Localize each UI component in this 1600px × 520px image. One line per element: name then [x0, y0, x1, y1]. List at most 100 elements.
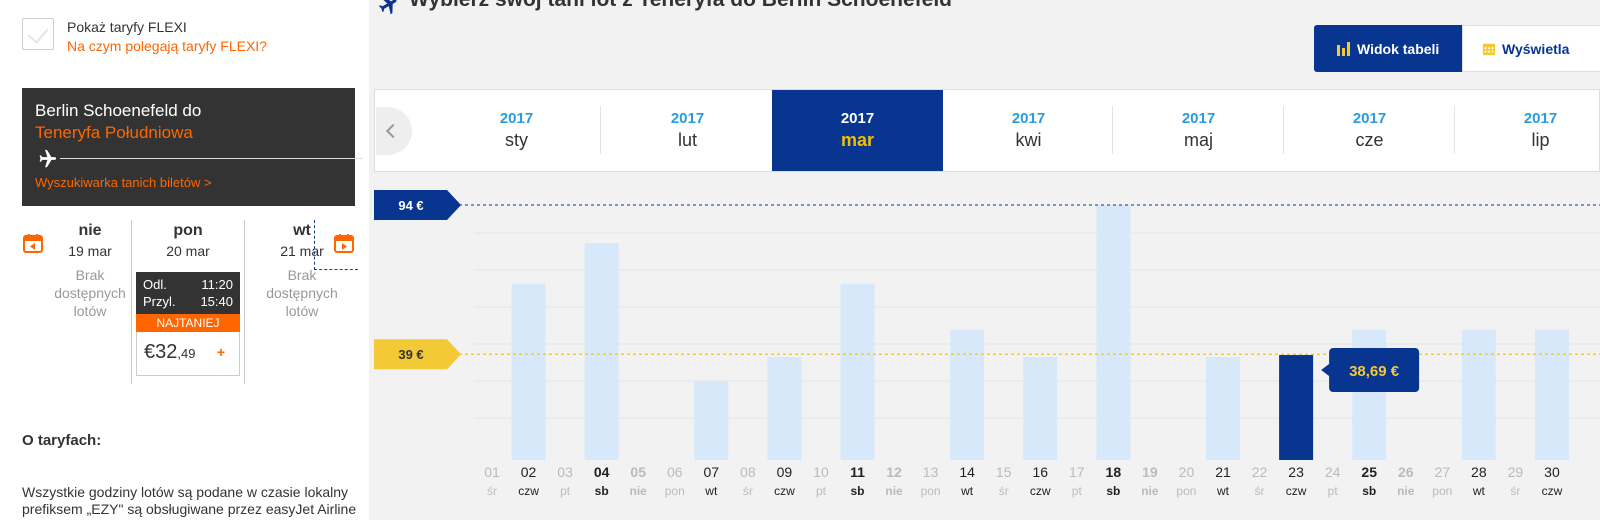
min-price-label: 39 €: [398, 347, 423, 362]
add-plus-icon[interactable]: +: [216, 344, 225, 360]
bar[interactable]: [584, 242, 619, 460]
calendar-view-button[interactable]: Wyświetla: [1462, 25, 1600, 72]
flexi-info-link[interactable]: Na czym polegają taryfy FLEXI?: [67, 38, 267, 54]
no-flights-text: Brak dostępnych lotów: [266, 267, 338, 319]
page-title: Wybierz swój tani lot z Teneryfa do Berl…: [409, 0, 952, 12]
flight-times: Odl. 11:20 Przyl. 15:40: [136, 272, 240, 314]
next-day-calendar-icon[interactable]: [333, 232, 355, 254]
day-number-label[interactable]: 08: [740, 464, 756, 480]
day-number-label[interactable]: 11: [850, 464, 865, 480]
day-number-label[interactable]: 28: [1471, 464, 1487, 480]
bar[interactable]: [511, 283, 546, 460]
bar[interactable]: [1534, 329, 1569, 460]
day-number-label[interactable]: 18: [1106, 464, 1122, 480]
day-number-label[interactable]: 05: [630, 464, 646, 480]
bar[interactable]: [694, 381, 729, 460]
bar[interactable]: [950, 329, 985, 460]
bar[interactable]: [1023, 356, 1058, 460]
price-main: €32: [144, 341, 178, 363]
day-number-label[interactable]: 17: [1069, 464, 1085, 480]
day-name: nie: [78, 222, 102, 239]
weekday-label: śr: [1255, 484, 1265, 498]
day-number-label[interactable]: 23: [1288, 464, 1304, 480]
day-number-label[interactable]: 22: [1252, 464, 1268, 480]
tab-month-maj[interactable]: 2017 maj: [1181, 110, 1216, 150]
bar[interactable]: [1206, 356, 1240, 460]
weekday-label: nie: [885, 484, 903, 498]
month-tabs: 2017 sty 2017 lut 2017 mar 2017 kwi 2017 maj …: [374, 89, 1600, 172]
day-number-label[interactable]: 29: [1508, 464, 1524, 480]
day-number-label[interactable]: 01: [484, 464, 500, 480]
weekday-label: wt: [1216, 484, 1230, 498]
weekday-label: śr: [743, 484, 753, 498]
day-prev[interactable]: nie 19 mar Brak dostępnych lotów: [40, 222, 140, 320]
weekday-label: pon: [665, 484, 685, 498]
weekday-label: wt: [704, 484, 718, 498]
view-toggle: Widok tabeli Wyświetla: [1314, 25, 1600, 72]
bar[interactable]: [1096, 205, 1131, 460]
day-date: 19 mar: [68, 243, 112, 259]
day-number-label[interactable]: 03: [557, 464, 573, 480]
day-next[interactable]: wt 21 mar Brak dostępnych lotów: [252, 222, 352, 320]
bar[interactable]: [767, 356, 802, 460]
weekday-label: sb: [1106, 484, 1120, 498]
weekday-label: wt: [1472, 484, 1486, 498]
day-number-label[interactable]: 26: [1398, 464, 1414, 480]
cheap-flights-search-link[interactable]: Wyszukiwarka tanich biletów >: [35, 175, 212, 190]
tab-month-cze[interactable]: 2017 cze: [1352, 110, 1387, 150]
day-number-label[interactable]: 19: [1142, 464, 1158, 480]
flexi-checkbox[interactable]: [22, 18, 54, 50]
day-number-label[interactable]: 13: [923, 464, 939, 480]
day-number-label[interactable]: 06: [667, 464, 683, 480]
left-panel: Pokaż taryfy FLEXI Na czym polegają tary…: [0, 0, 373, 520]
tab-month-kwi[interactable]: 2017 kwi: [1011, 110, 1046, 150]
price-tooltip-label: 38,69 €: [1349, 363, 1400, 380]
weekday-label: pt: [1328, 484, 1339, 498]
day-selected[interactable]: pon 20 mar: [138, 222, 238, 259]
day-number-label[interactable]: 02: [521, 464, 537, 480]
weekday-label: czw: [774, 484, 795, 498]
min-price-marker: [374, 339, 461, 370]
airplane-icon: [39, 149, 57, 168]
tab-month-lip[interactable]: 2017 lip: [1523, 110, 1558, 150]
day-number-label[interactable]: 16: [1032, 464, 1048, 480]
tab-month-mar[interactable]: 2017 mar: [772, 90, 943, 171]
day-number-label[interactable]: 04: [594, 464, 610, 480]
max-price-label: 94 €: [398, 198, 423, 213]
weekday-label: pt: [560, 484, 571, 498]
weekday-label: nie: [1397, 484, 1415, 498]
selected-day-column: [131, 220, 245, 384]
day-number-label[interactable]: 25: [1361, 464, 1377, 480]
fares-text: Wszystkie godziny lotów są podane w czas…: [22, 484, 357, 517]
day-number-label[interactable]: 21: [1215, 464, 1231, 480]
day-number-label[interactable]: 30: [1544, 464, 1560, 480]
tab-month-lut[interactable]: 2017 lut: [670, 110, 705, 150]
previous-day-calendar-icon[interactable]: [22, 232, 44, 254]
tab-month-sty[interactable]: 2017 sty: [499, 110, 534, 150]
route-destination: Teneryfa Południowa: [35, 123, 193, 142]
table-view-button[interactable]: Widok tabeli: [1314, 25, 1462, 72]
day-number-label[interactable]: 15: [996, 464, 1012, 480]
route-origin: Berlin Schoenefeld do: [35, 101, 202, 120]
weekday-label: czw: [1286, 484, 1307, 498]
bar[interactable]: [1461, 329, 1496, 460]
day-number-label[interactable]: 09: [777, 464, 793, 480]
day-number-label[interactable]: 24: [1325, 464, 1341, 480]
price-tooltip: [1321, 348, 1420, 393]
weekday-label: pon: [1176, 484, 1196, 498]
route-card: Berlin Schoenefeld do Teneryfa Południow…: [22, 88, 363, 206]
arrival-label: Przyl.: [143, 294, 176, 309]
day-number-label[interactable]: 27: [1435, 464, 1451, 480]
bar[interactable]: [840, 283, 875, 460]
day-number-label[interactable]: 07: [704, 464, 720, 480]
day-number-label[interactable]: 12: [886, 464, 902, 480]
day-number-label[interactable]: 10: [813, 464, 829, 480]
day-number-label[interactable]: 14: [959, 464, 975, 480]
bar-selected[interactable]: [1279, 355, 1314, 460]
day-focus-outline: [314, 220, 358, 270]
main-panel: Wybierz swój tani lot z Teneryfa do Berl…: [369, 0, 1600, 520]
departure-label: Odl.: [143, 277, 167, 292]
calendar-view-label: Wyświetla: [1502, 40, 1570, 57]
flight-price-button[interactable]: €32,49 +: [136, 332, 240, 376]
day-number-label[interactable]: 20: [1179, 464, 1195, 480]
